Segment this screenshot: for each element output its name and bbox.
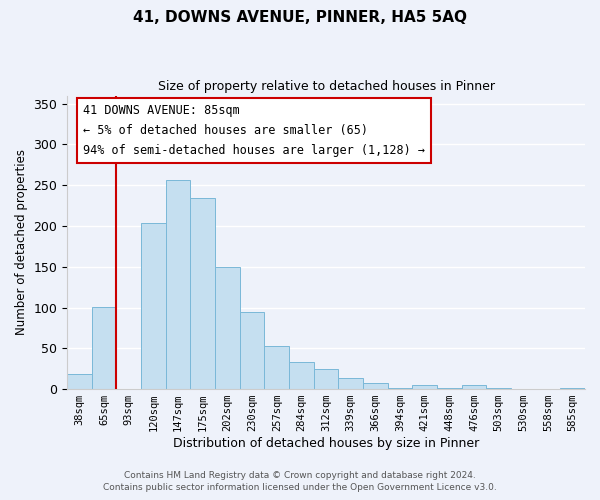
Bar xyxy=(240,312,265,389)
Bar xyxy=(363,382,388,389)
Bar xyxy=(166,180,190,389)
Bar xyxy=(314,368,338,389)
Bar xyxy=(437,388,462,389)
Bar xyxy=(67,374,92,389)
Bar xyxy=(487,388,511,389)
Bar xyxy=(412,385,437,389)
X-axis label: Distribution of detached houses by size in Pinner: Distribution of detached houses by size … xyxy=(173,437,479,450)
Bar xyxy=(388,388,412,389)
Text: 41 DOWNS AVENUE: 85sqm
← 5% of detached houses are smaller (65)
94% of semi-deta: 41 DOWNS AVENUE: 85sqm ← 5% of detached … xyxy=(83,104,425,158)
Text: 41, DOWNS AVENUE, PINNER, HA5 5AQ: 41, DOWNS AVENUE, PINNER, HA5 5AQ xyxy=(133,10,467,25)
Bar xyxy=(289,362,314,389)
Title: Size of property relative to detached houses in Pinner: Size of property relative to detached ho… xyxy=(158,80,494,93)
Bar xyxy=(338,378,363,389)
Bar xyxy=(92,306,116,389)
Text: Contains HM Land Registry data © Crown copyright and database right 2024.
Contai: Contains HM Land Registry data © Crown c… xyxy=(103,471,497,492)
Bar xyxy=(215,267,240,389)
Bar xyxy=(462,385,487,389)
Y-axis label: Number of detached properties: Number of detached properties xyxy=(15,150,28,336)
Bar xyxy=(560,388,585,389)
Bar xyxy=(141,223,166,389)
Bar xyxy=(190,198,215,389)
Bar xyxy=(265,346,289,389)
